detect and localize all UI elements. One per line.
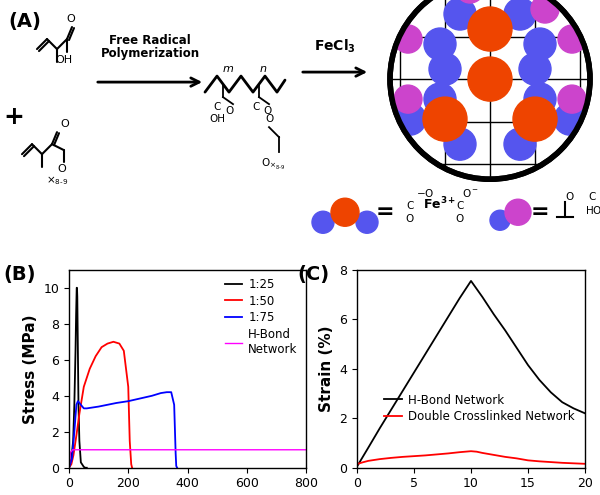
Text: O: O — [57, 164, 66, 174]
Text: (A): (A) — [8, 12, 41, 31]
Text: $\mathrm{O}$: $\mathrm{O}$ — [405, 212, 415, 224]
Circle shape — [424, 28, 456, 60]
Text: O: O — [67, 14, 76, 24]
Y-axis label: Stress (MPa): Stress (MPa) — [23, 314, 38, 424]
Circle shape — [524, 28, 556, 60]
Circle shape — [490, 210, 510, 230]
Text: $n$: $n$ — [259, 64, 267, 74]
Legend: H-Bond Network, Double Crosslinked Network: H-Bond Network, Double Crosslinked Netwo… — [379, 389, 579, 428]
Circle shape — [331, 198, 359, 226]
Text: =: = — [530, 202, 550, 222]
Text: $m$: $m$ — [222, 64, 234, 74]
Circle shape — [390, 0, 590, 179]
Text: (C): (C) — [297, 265, 329, 284]
Text: $\mathrm{C}$: $\mathrm{C}$ — [587, 190, 596, 202]
Text: $\mathregular{O_{\times_{8\text{-}9}}}$: $\mathregular{O_{\times_{8\text{-}9}}}$ — [261, 157, 285, 172]
Circle shape — [456, 0, 484, 3]
Text: OH: OH — [209, 114, 225, 124]
Circle shape — [504, 128, 536, 160]
Circle shape — [424, 83, 456, 115]
Text: $\mathrm{O^-}$: $\mathrm{O^-}$ — [461, 187, 478, 199]
Text: =: = — [376, 202, 394, 222]
Text: $\mathbf{FeCl_3}$: $\mathbf{FeCl_3}$ — [314, 38, 356, 55]
Circle shape — [312, 211, 334, 233]
Text: $\mathregular{\times_{8\text{-}9}}$: $\mathregular{\times_{8\text{-}9}}$ — [46, 174, 68, 187]
Text: (B): (B) — [3, 265, 35, 284]
Text: O: O — [60, 119, 69, 129]
Circle shape — [394, 103, 426, 135]
Circle shape — [356, 211, 378, 233]
Circle shape — [444, 128, 476, 160]
Circle shape — [531, 0, 559, 23]
Text: +: + — [4, 105, 25, 129]
Circle shape — [524, 83, 556, 115]
Y-axis label: Strain (%): Strain (%) — [319, 326, 334, 412]
Circle shape — [468, 57, 512, 101]
Circle shape — [394, 85, 422, 113]
Text: O: O — [263, 106, 271, 116]
Text: OH: OH — [55, 55, 73, 65]
Text: C: C — [214, 102, 221, 112]
Text: $\mathrm{O}$: $\mathrm{O}$ — [565, 190, 575, 202]
Legend: 1:25, 1:50, 1:75, H-Bond
Network: 1:25, 1:50, 1:75, H-Bond Network — [223, 276, 300, 358]
Circle shape — [468, 7, 512, 51]
Circle shape — [519, 53, 551, 85]
Text: $\mathrm{C}$: $\mathrm{C}$ — [455, 199, 464, 211]
Text: $\mathrm{C}$: $\mathrm{C}$ — [406, 199, 415, 211]
Text: $\mathrm{HO}$: $\mathrm{HO}$ — [585, 204, 600, 216]
Text: $\mathrm{O}$: $\mathrm{O}$ — [455, 212, 465, 224]
Circle shape — [558, 25, 586, 53]
Circle shape — [504, 0, 536, 30]
Circle shape — [444, 0, 476, 30]
Circle shape — [423, 97, 467, 141]
Text: $\mathbf{Fe^{3+}}$: $\mathbf{Fe^{3+}}$ — [424, 196, 457, 212]
Text: Polymerization: Polymerization — [100, 47, 200, 60]
Circle shape — [505, 199, 531, 225]
Text: O: O — [265, 114, 273, 124]
Circle shape — [554, 103, 586, 135]
Circle shape — [394, 25, 422, 53]
Circle shape — [558, 85, 586, 113]
Text: O: O — [225, 106, 233, 116]
Text: C: C — [253, 102, 260, 112]
Text: Free Radical: Free Radical — [109, 34, 191, 47]
Text: $\mathrm{-O}$: $\mathrm{-O}$ — [416, 187, 434, 199]
Circle shape — [513, 97, 557, 141]
Circle shape — [429, 53, 461, 85]
